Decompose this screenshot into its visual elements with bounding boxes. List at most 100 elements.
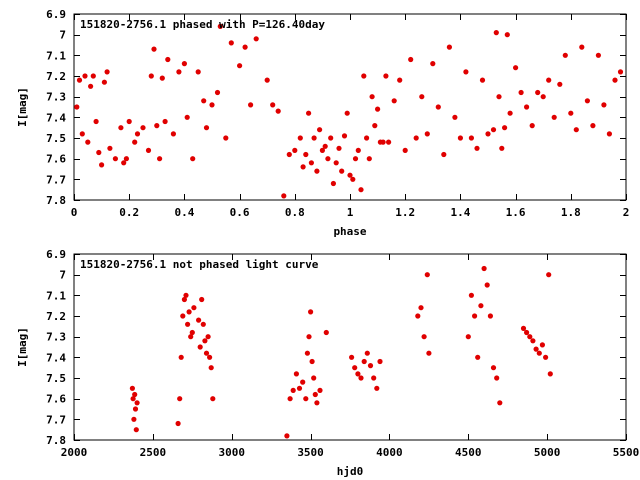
unphased-data-point <box>202 338 208 344</box>
unphased-data-point <box>494 375 500 381</box>
phased-data-point <box>584 98 591 104</box>
phased-data-point <box>457 135 463 141</box>
unphased-data-point <box>130 396 136 402</box>
phased-y-tick-label: 6.9 <box>46 8 66 21</box>
unphased-y-tick-label: 7.7 <box>46 413 66 426</box>
unphased-data-point <box>196 317 202 323</box>
phased-data-point <box>123 156 129 162</box>
phased-data-point <box>126 118 132 125</box>
unphased-data-point <box>308 309 314 315</box>
unphased-data-point <box>180 313 186 319</box>
phased-data-point <box>165 56 171 63</box>
unphased-y-tick-label: 7 <box>59 269 66 282</box>
phased-data-point <box>568 110 574 116</box>
phased-data-point <box>112 156 118 162</box>
phased-x-tick-label: 1.8 <box>561 206 581 219</box>
phased-data-point <box>148 73 154 79</box>
phased-data-point <box>424 131 430 137</box>
unphased-data-point <box>355 371 361 377</box>
phased-data-point <box>485 131 491 137</box>
phased-data-point <box>96 149 102 156</box>
phased-data-point <box>203 125 210 131</box>
phased-data-point <box>369 94 375 100</box>
phased-data-point <box>383 73 389 79</box>
phased-data-point <box>297 135 303 141</box>
unphased-x-tick-label: 4500 <box>455 446 482 459</box>
unphased-data-point <box>300 379 306 385</box>
phased-data-point <box>270 102 276 108</box>
phased-y-tick-label: 7.5 <box>46 132 66 145</box>
phased-data-point <box>154 123 160 129</box>
phased-data-point <box>330 180 336 187</box>
phased-data-point <box>195 69 201 75</box>
phased-data-point <box>341 133 348 139</box>
phased-data-point <box>181 61 187 67</box>
unphased-data-point <box>197 344 203 350</box>
unphased-y-tick-label: 7.8 <box>46 434 66 447</box>
phased-data-point <box>562 52 568 58</box>
phased-data-point <box>107 145 113 151</box>
unphased-data-point <box>203 350 210 356</box>
phased-data-point <box>121 160 127 166</box>
phased-data-point <box>358 187 364 193</box>
phased-chart-title: 151820-2756.1 phased with P=126.40day <box>80 18 325 31</box>
unphased-data-point <box>290 387 296 393</box>
unphased-chart-panel: 2000 2500 3000 3500 4000 4500 5000 5500 6.9 7 7.1 7… <box>16 248 639 478</box>
phased-data-point <box>352 156 359 162</box>
phased-data-point <box>535 89 541 96</box>
unphased-data-point <box>358 375 364 381</box>
phased-data-point <box>606 131 613 137</box>
phased-chart-panel: 0 0.2 0.4 0.6 0.8 1 1.2 1.4 1.6 1.8 2 6.9 7 7.1 7.2 7.3… <box>16 8 629 238</box>
phased-data-point <box>303 151 309 158</box>
phased-x-tick-label: 0.8 <box>285 206 305 219</box>
unphased-y-tick-label: 7.3 <box>46 331 66 344</box>
phased-data-point <box>292 147 298 153</box>
unphased-data-point <box>309 358 315 365</box>
unphased-data-point <box>323 329 329 336</box>
phased-data-point <box>325 156 331 162</box>
phased-data-point <box>306 110 312 116</box>
phased-data-point <box>118 125 124 131</box>
unphased-data-point <box>421 334 427 340</box>
phased-data-point <box>275 108 281 114</box>
phased-data-point <box>435 104 441 110</box>
phased-data-point <box>201 98 207 104</box>
phased-data-point <box>499 145 505 151</box>
phased-data-point <box>364 135 370 141</box>
phased-x-tick-label: 1.6 <box>506 206 526 219</box>
unphased-data-point <box>543 354 549 360</box>
phased-y-tick-label: 7.6 <box>46 153 66 166</box>
unphased-y-tick-label: 7.1 <box>46 289 66 302</box>
phased-data-point <box>328 135 334 141</box>
unphased-data-point <box>478 303 484 309</box>
phased-x-tick-label: 0 <box>71 206 78 219</box>
unphased-x-tick-label: 2500 <box>140 446 167 459</box>
unphased-data-point <box>306 334 312 340</box>
unphased-x-axis-label: hjd0 <box>337 465 364 478</box>
unphased-chart-title: 151820-2756.1 not phased light curve <box>80 258 319 271</box>
unphased-x-tick-label: 3500 <box>297 446 324 459</box>
phased-data-point <box>386 139 392 145</box>
unphased-data-point <box>131 416 137 422</box>
unphased-data-point <box>533 346 539 352</box>
phased-x-tick-label: 0.2 <box>119 206 139 219</box>
phased-y-tick-label: 7.3 <box>46 91 66 104</box>
unphased-data-point <box>317 387 323 393</box>
phased-data-point <box>333 160 339 166</box>
unphased-data-point <box>129 385 135 391</box>
unphased-data-point <box>296 385 303 391</box>
phased-data-point <box>468 135 474 141</box>
phased-data-point <box>391 98 397 104</box>
phased-data-point <box>104 69 110 75</box>
unphased-data-point <box>181 296 187 303</box>
phased-data-point <box>479 77 486 83</box>
unphased-data-point <box>189 329 195 336</box>
phased-data-point <box>529 123 535 129</box>
phased-y-tick-label: 7.2 <box>46 70 66 83</box>
phased-data-point <box>557 81 563 87</box>
phased-x-tick-label: 1.2 <box>395 206 415 219</box>
unphased-x-tick-label: 2000 <box>61 446 88 459</box>
phased-axis-ticks: 0 0.2 0.4 0.6 0.8 1 1.2 1.4 1.6 1.8 2 6.9 7 7.1 7.2 7.3… <box>46 8 629 219</box>
phased-data-point <box>159 75 165 81</box>
phased-data-point <box>214 89 221 96</box>
